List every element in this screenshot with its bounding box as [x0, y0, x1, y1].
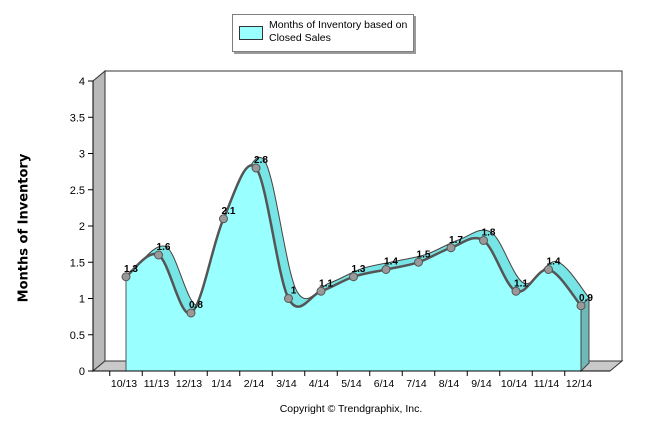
data-label: 1.8 [482, 228, 496, 239]
data-point [284, 294, 293, 303]
data-point [511, 286, 521, 296]
data-point [544, 265, 553, 274]
data-label: 1.6 [157, 242, 171, 253]
y-tick-label: 0 [79, 366, 85, 378]
y-tick-label: 3 [79, 149, 85, 161]
data-label: 0.8 [189, 300, 203, 311]
data-label: 1.5 [417, 249, 431, 260]
data-point [576, 301, 586, 311]
y-tick-label: 4 [79, 76, 85, 88]
data-label: 1.4 [384, 257, 398, 268]
y-tick-label: 3.5 [70, 112, 85, 124]
x-tick-label: 12/14 [566, 378, 592, 390]
x-tick-label: 12/13 [176, 378, 202, 390]
y-tick-label: 1 [79, 294, 85, 306]
data-point [446, 243, 456, 253]
x-tick-label: 10/13 [111, 378, 137, 390]
data-point [316, 286, 326, 296]
x-tick-label: 1/14 [211, 378, 232, 390]
data-point [121, 272, 131, 282]
series-line [125, 164, 582, 315]
data-label: 1.1 [514, 278, 528, 289]
left-wall [92, 69, 106, 373]
y-tick-label: 2 [79, 221, 85, 233]
x-tick-label: 3/14 [276, 378, 297, 390]
data-point [186, 308, 196, 318]
data-label: 0.9 [579, 293, 593, 304]
data-point [414, 257, 423, 267]
x-tick-label: 5/14 [341, 378, 362, 390]
x-tick-label: 11/13 [144, 378, 170, 390]
data-point [251, 163, 261, 173]
data-label: 1 [291, 286, 297, 297]
data-point [381, 265, 391, 274]
data-point [219, 214, 228, 224]
y-tick-label: 2.5 [70, 185, 85, 197]
data-label: 1.7 [449, 235, 463, 246]
x-tick-label: 7/14 [406, 378, 427, 390]
x-tick-label: 8/14 [439, 378, 460, 390]
data-point [479, 236, 488, 245]
data-label: 2.1 [222, 206, 236, 217]
x-tick-label: 11/14 [534, 378, 560, 390]
axes: 0 0.5 1 1.5 2 2.5 3 3.5 4 10/13 11/13 12/13 1/14 2/14… [70, 76, 610, 390]
legend-swatch [239, 26, 263, 40]
data-point [154, 250, 163, 260]
data-label: 1.3 [352, 264, 366, 275]
copyright-text: Copyright © Trendgraphix, Inc. [279, 403, 423, 415]
y-tick-label: 0.5 [70, 330, 85, 342]
data-point [349, 272, 358, 282]
data-label: 2.8 [254, 155, 268, 166]
x-tick-label: 10/14 [501, 378, 527, 390]
data-label: 1.3 [124, 264, 138, 275]
area-right-edge [580, 296, 590, 373]
x-tick-label: 9/14 [471, 378, 492, 390]
legend-label: Months of Inventory based on Closed Sale… [269, 19, 408, 44]
x-tick-label: 4/14 [309, 378, 330, 390]
chart-legend: Months of Inventory based on Closed Sale… [232, 14, 414, 52]
y-tick-label: 1.5 [70, 257, 85, 269]
data-marks: 1.3 1.6 0.8 2.1 2.8 1 1.1 1.3 1.4 1.5 1.7 1.8 1.1 1.4… [121, 155, 593, 318]
data-label: 1.1 [319, 278, 333, 289]
x-tick-label: 2/14 [244, 378, 265, 390]
x-tick-label: 6/14 [374, 378, 395, 390]
data-label: 1.4 [547, 257, 561, 268]
